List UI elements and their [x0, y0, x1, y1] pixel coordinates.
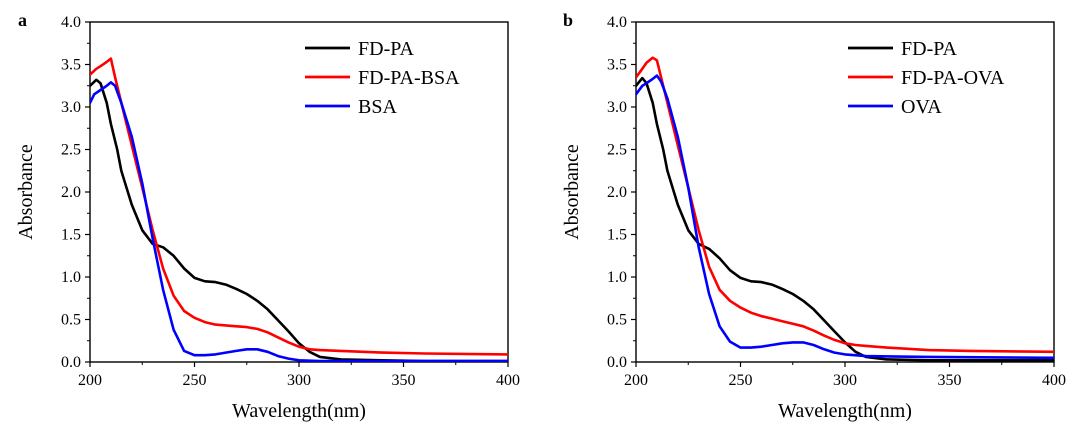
panel-label: b	[563, 10, 573, 30]
legend-label: FD-PA	[901, 38, 958, 60]
y-tick-label: 2.5	[61, 142, 81, 159]
y-tick-label: 3.0	[607, 99, 627, 116]
x-tick-label: 300	[287, 372, 311, 389]
series-line-fd-pa	[636, 76, 1054, 362]
y-tick-label: 1.5	[607, 227, 627, 244]
x-tick-label: 300	[833, 372, 857, 389]
y-tick-label: 0.0	[61, 354, 81, 371]
panel-label: a	[18, 10, 27, 30]
x-tick-label: 350	[938, 372, 962, 389]
series-line-ova	[636, 74, 1054, 360]
y-tick-label: 2.5	[607, 142, 627, 159]
y-tick-label: 1.0	[607, 269, 627, 286]
legend-label: BSA	[358, 96, 397, 118]
y-tick-label: 1.5	[61, 227, 81, 244]
y-tick-label: 4.0	[61, 14, 81, 31]
y-tick-label: 4.0	[607, 14, 627, 31]
legend-label: OVA	[901, 96, 942, 118]
chart-panel-a: a 200 250 300 350 400 0.0 0.5 1.0 1.5 2.0 2.5 3.0 3.5…	[15, 10, 520, 422]
x-tick-label: 250	[183, 372, 207, 389]
x-axis-title: Wavelength(nm)	[778, 400, 912, 422]
series-line-fd-pa-bsa	[90, 57, 508, 356]
y-tick-label: 0.5	[607, 312, 627, 329]
series-line-fd-pa-ova	[636, 56, 1054, 354]
x-tick-label: 350	[392, 372, 416, 389]
x-tick-label: 400	[496, 372, 520, 389]
x-tick-label: 200	[78, 372, 102, 389]
y-axis-title: Absorbance	[15, 144, 37, 240]
y-tick-label: 2.0	[61, 184, 81, 201]
chart-panel-b: b 200 250 300 350 400 0.0 0.5 1.0 1.5 2.0 2.5 3.0 3.5…	[561, 10, 1066, 422]
x-tick-label: 400	[1042, 372, 1066, 389]
y-tick-label: 3.5	[607, 57, 627, 74]
y-axis-title: Absorbance	[561, 144, 583, 240]
x-tick-label: 200	[624, 372, 648, 389]
y-tick-label: 1.0	[61, 269, 81, 286]
y-tick-label: 0.0	[607, 354, 627, 371]
y-tick-label: 3.5	[61, 57, 81, 74]
legend-label: FD-PA-OVA	[901, 67, 1005, 89]
y-tick-label: 3.0	[61, 99, 81, 116]
y-tick-label: 2.0	[607, 184, 627, 201]
x-axis-title: Wavelength(nm)	[232, 400, 366, 422]
legend-label: FD-PA-BSA	[358, 67, 460, 89]
y-tick-label: 0.5	[61, 312, 81, 329]
series-line-fd-pa	[90, 78, 508, 362]
legend-label: FD-PA	[358, 38, 415, 60]
x-tick-label: 250	[729, 372, 753, 389]
series-line-bsa	[90, 81, 508, 362]
